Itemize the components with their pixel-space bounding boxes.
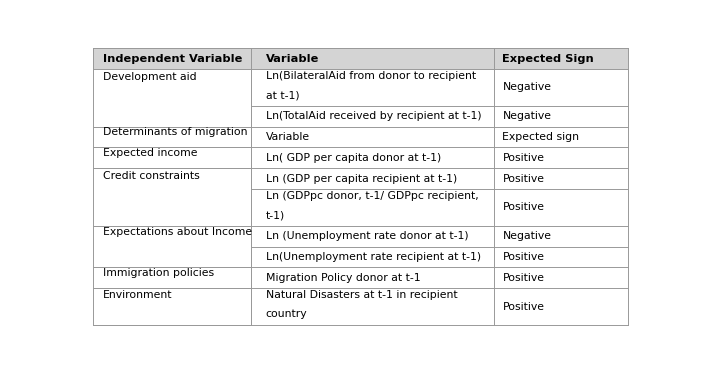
Text: Variable: Variable: [266, 132, 310, 142]
Text: Ln (Unemployment rate donor at t-1): Ln (Unemployment rate donor at t-1): [266, 231, 468, 241]
Text: Independent Variable: Independent Variable: [103, 54, 242, 64]
Text: Expectations about Income: Expectations about Income: [103, 227, 252, 237]
Text: Ln (GDP per capita recipient at t-1): Ln (GDP per capita recipient at t-1): [266, 174, 457, 184]
Bar: [94, 226, 251, 268]
Text: Immigration policies: Immigration policies: [103, 268, 214, 278]
Text: Variable: Variable: [266, 54, 319, 64]
Bar: [94, 268, 251, 289]
Bar: [94, 148, 251, 169]
Text: Ln(Unemployment rate recipient at t-1): Ln(Unemployment rate recipient at t-1): [266, 252, 481, 262]
Text: Environment: Environment: [103, 290, 172, 300]
Text: Positive: Positive: [503, 273, 544, 283]
Text: Credit constraints: Credit constraints: [103, 171, 200, 181]
Text: Expected sign: Expected sign: [503, 132, 579, 142]
Text: Positive: Positive: [503, 252, 544, 262]
Text: Determinants of migration: Determinants of migration: [103, 127, 247, 137]
Text: Development aid: Development aid: [103, 72, 196, 82]
Text: Ln(TotalAid received by recipient at t-1): Ln(TotalAid received by recipient at t-1…: [266, 111, 482, 121]
Bar: [94, 289, 251, 325]
Text: Natural Disasters at t-1 in recipient
country: Natural Disasters at t-1 in recipient co…: [266, 290, 458, 319]
Text: Migration Policy donor at t-1: Migration Policy donor at t-1: [266, 273, 420, 283]
Bar: [94, 49, 628, 69]
Bar: [94, 127, 251, 148]
Text: Ln (GDPpc donor, t-1/ GDPpc recipient,
t-1): Ln (GDPpc donor, t-1/ GDPpc recipient, t…: [266, 191, 479, 220]
Text: Positive: Positive: [503, 153, 544, 163]
Bar: [94, 69, 251, 127]
Bar: [94, 169, 251, 226]
Text: Positive: Positive: [503, 174, 544, 184]
Text: Expected Sign: Expected Sign: [503, 54, 594, 64]
Text: Expected income: Expected income: [103, 148, 197, 158]
Text: Negative: Negative: [503, 231, 551, 241]
Text: Ln(BilateralAid from donor to recipient
at t-1): Ln(BilateralAid from donor to recipient …: [266, 71, 476, 100]
Text: Negative: Negative: [503, 111, 551, 121]
Text: Positive: Positive: [503, 202, 544, 212]
Text: Negative: Negative: [503, 82, 551, 92]
Text: Positive: Positive: [503, 301, 544, 312]
Text: Ln( GDP per capita donor at t-1): Ln( GDP per capita donor at t-1): [266, 153, 441, 163]
